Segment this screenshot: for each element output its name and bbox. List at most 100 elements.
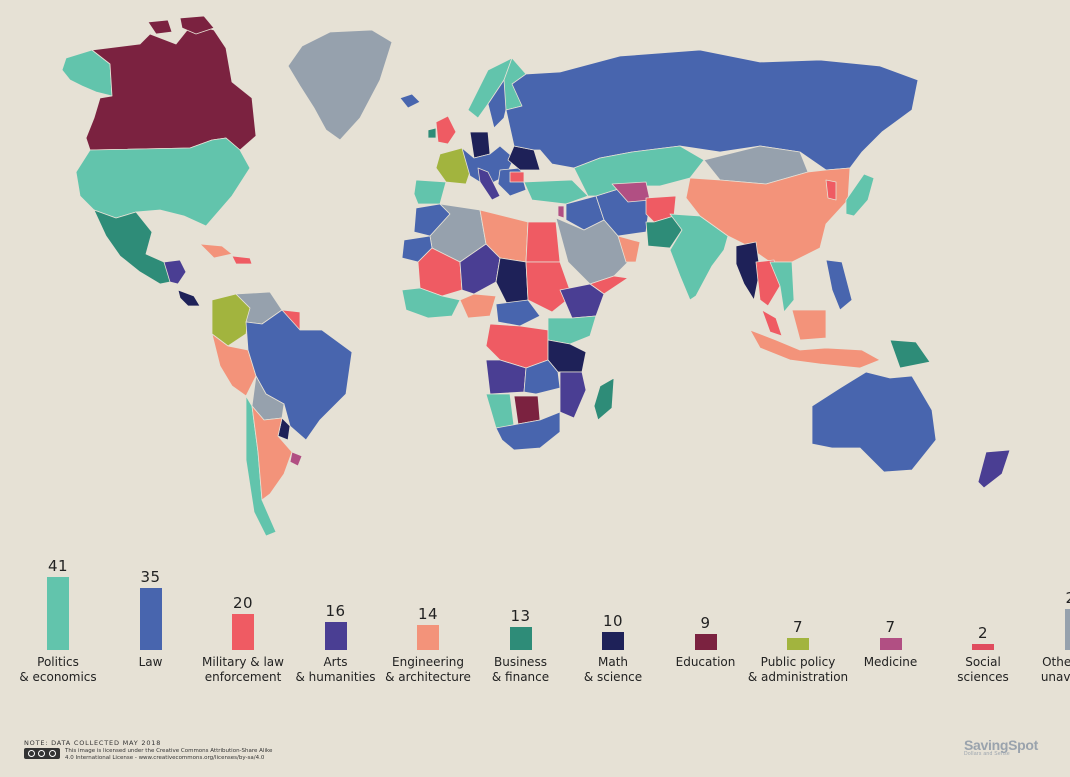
legend-label-line-2: & science <box>583 670 643 684</box>
legend-value: 35 <box>140 568 161 586</box>
legend-bar <box>47 577 69 650</box>
legend-label-line-2: & finance <box>491 670 550 684</box>
legend-item: 7 Medicine <box>841 545 941 695</box>
region-italy <box>477 167 501 201</box>
license-block: This image is licensed under the Creativ… <box>24 748 365 762</box>
region-romania <box>509 171 525 183</box>
world-map <box>61 15 1011 537</box>
legend-label-line-2: enforcement <box>204 670 282 684</box>
region-ethiopia <box>559 283 605 319</box>
legend-value: 13 <box>510 607 531 625</box>
region-uk <box>435 115 457 145</box>
legend-label-line-2: & administration <box>747 670 849 684</box>
legend-item: 23 Other/Dataunavailable <box>1026 545 1070 695</box>
license-text: This image is licensed under the Creativ… <box>65 748 365 762</box>
legend-label: Math & science <box>553 655 673 685</box>
legend-label: Law <box>91 655 211 670</box>
region-mozambique <box>559 371 587 419</box>
legend-value: 20 <box>232 594 254 612</box>
region-argentina <box>251 405 293 501</box>
legend-label: Education <box>646 655 766 670</box>
legend-label: Military & law enforcement <box>183 655 303 685</box>
legend-value: 9 <box>700 614 711 632</box>
legend-item: 20 Military & law enforcement <box>193 545 293 695</box>
region-iceland <box>399 93 421 109</box>
legend-bar <box>602 632 624 650</box>
region-korea <box>825 179 837 201</box>
legend-value: 14 <box>417 605 439 623</box>
cc-license-icon[interactable] <box>24 748 60 759</box>
legend-label-line-1: Education <box>675 655 736 669</box>
legend-item: 9 Education <box>656 545 756 695</box>
region-australia <box>811 371 937 473</box>
legend-item: 7 Public policy & administration <box>748 545 848 695</box>
region-indonesia <box>749 329 881 369</box>
legend-label-line-1: Military & law <box>202 655 284 669</box>
region-vietnam <box>769 261 795 313</box>
region-philippines <box>825 259 853 311</box>
legend-label-line-1: Engineering <box>392 655 464 669</box>
region-car <box>495 299 541 327</box>
region-canada-islands <box>147 15 215 35</box>
region-madagascar <box>593 377 615 421</box>
region-mexico <box>93 209 177 285</box>
region-spain <box>413 179 447 205</box>
legend-item: 10 Math & science <box>563 545 663 695</box>
legend-value: 7 <box>885 618 896 636</box>
region-egypt <box>525 221 561 263</box>
region-png <box>889 339 931 369</box>
region-oman <box>617 235 641 263</box>
region-nigeria <box>459 293 497 319</box>
legend-label: Public policy & administration <box>738 655 858 685</box>
region-turkey <box>523 179 589 205</box>
legend-label-line-1: Math <box>597 655 629 669</box>
logo: SavingSpot Dollars and Sense <box>964 737 1038 757</box>
region-russia <box>505 49 919 171</box>
legend-label: Arts & humanities <box>276 655 396 685</box>
region-west-africa <box>401 287 461 319</box>
region-namibia <box>485 393 515 429</box>
legend-label: Politics & economics <box>0 655 118 685</box>
region-greenland <box>287 29 393 141</box>
region-south-africa <box>495 411 561 451</box>
legend-bar <box>694 634 717 650</box>
region-uruguay <box>289 451 303 467</box>
region-borneo <box>791 309 827 341</box>
legend-label: Engineering & architecture <box>368 655 488 685</box>
region-malaysia <box>761 309 783 337</box>
region-china <box>685 167 851 263</box>
legend-item: 2 Social sciences <box>933 545 1033 695</box>
legend-item: 16 Arts & humanities <box>286 545 386 695</box>
legend-label-line-1: Other/Data <box>1042 655 1070 669</box>
legend-item: 41 Politics & economics <box>8 545 108 695</box>
legend-item: 14 Engineering & architecture <box>378 545 478 695</box>
region-canada <box>85 23 257 151</box>
legend-item: 13 Business & finance <box>471 545 571 695</box>
legend-label-line-2: & economics <box>19 670 97 684</box>
legend-label-line-1: Medicine <box>863 655 918 669</box>
legend-item: 35 Law <box>101 545 201 695</box>
legend-bar <box>232 614 254 650</box>
legend-value: 41 <box>47 557 69 575</box>
legend-label: Social sciences <box>923 655 1043 685</box>
legend-bar <box>787 638 809 650</box>
legend-value: 2 <box>977 624 989 642</box>
region-israel <box>557 205 565 219</box>
legend-label-line-1: Politics <box>37 655 79 669</box>
region-japan <box>845 173 875 217</box>
region-panama <box>177 289 201 307</box>
region-sudan <box>525 261 573 313</box>
legend-label: Business & finance <box>461 655 581 685</box>
region-usa <box>75 137 251 227</box>
legend-bar <box>324 622 347 650</box>
license-line-1: This image is licensed under the Creativ… <box>65 748 273 754</box>
data-note: NOTE: DATA COLLECTED MAY 2018 <box>24 739 162 747</box>
legend-bar <box>509 627 532 650</box>
legend-label-line-1: Social <box>965 655 1001 669</box>
legend-label-line-2: unavailable <box>1040 670 1070 684</box>
region-central-america <box>163 259 187 285</box>
license-line-2: 4.0 International License - www.creative… <box>65 755 265 761</box>
legend-bar <box>972 644 994 650</box>
legend-value: 7 <box>792 618 804 636</box>
region-ireland <box>427 127 437 139</box>
